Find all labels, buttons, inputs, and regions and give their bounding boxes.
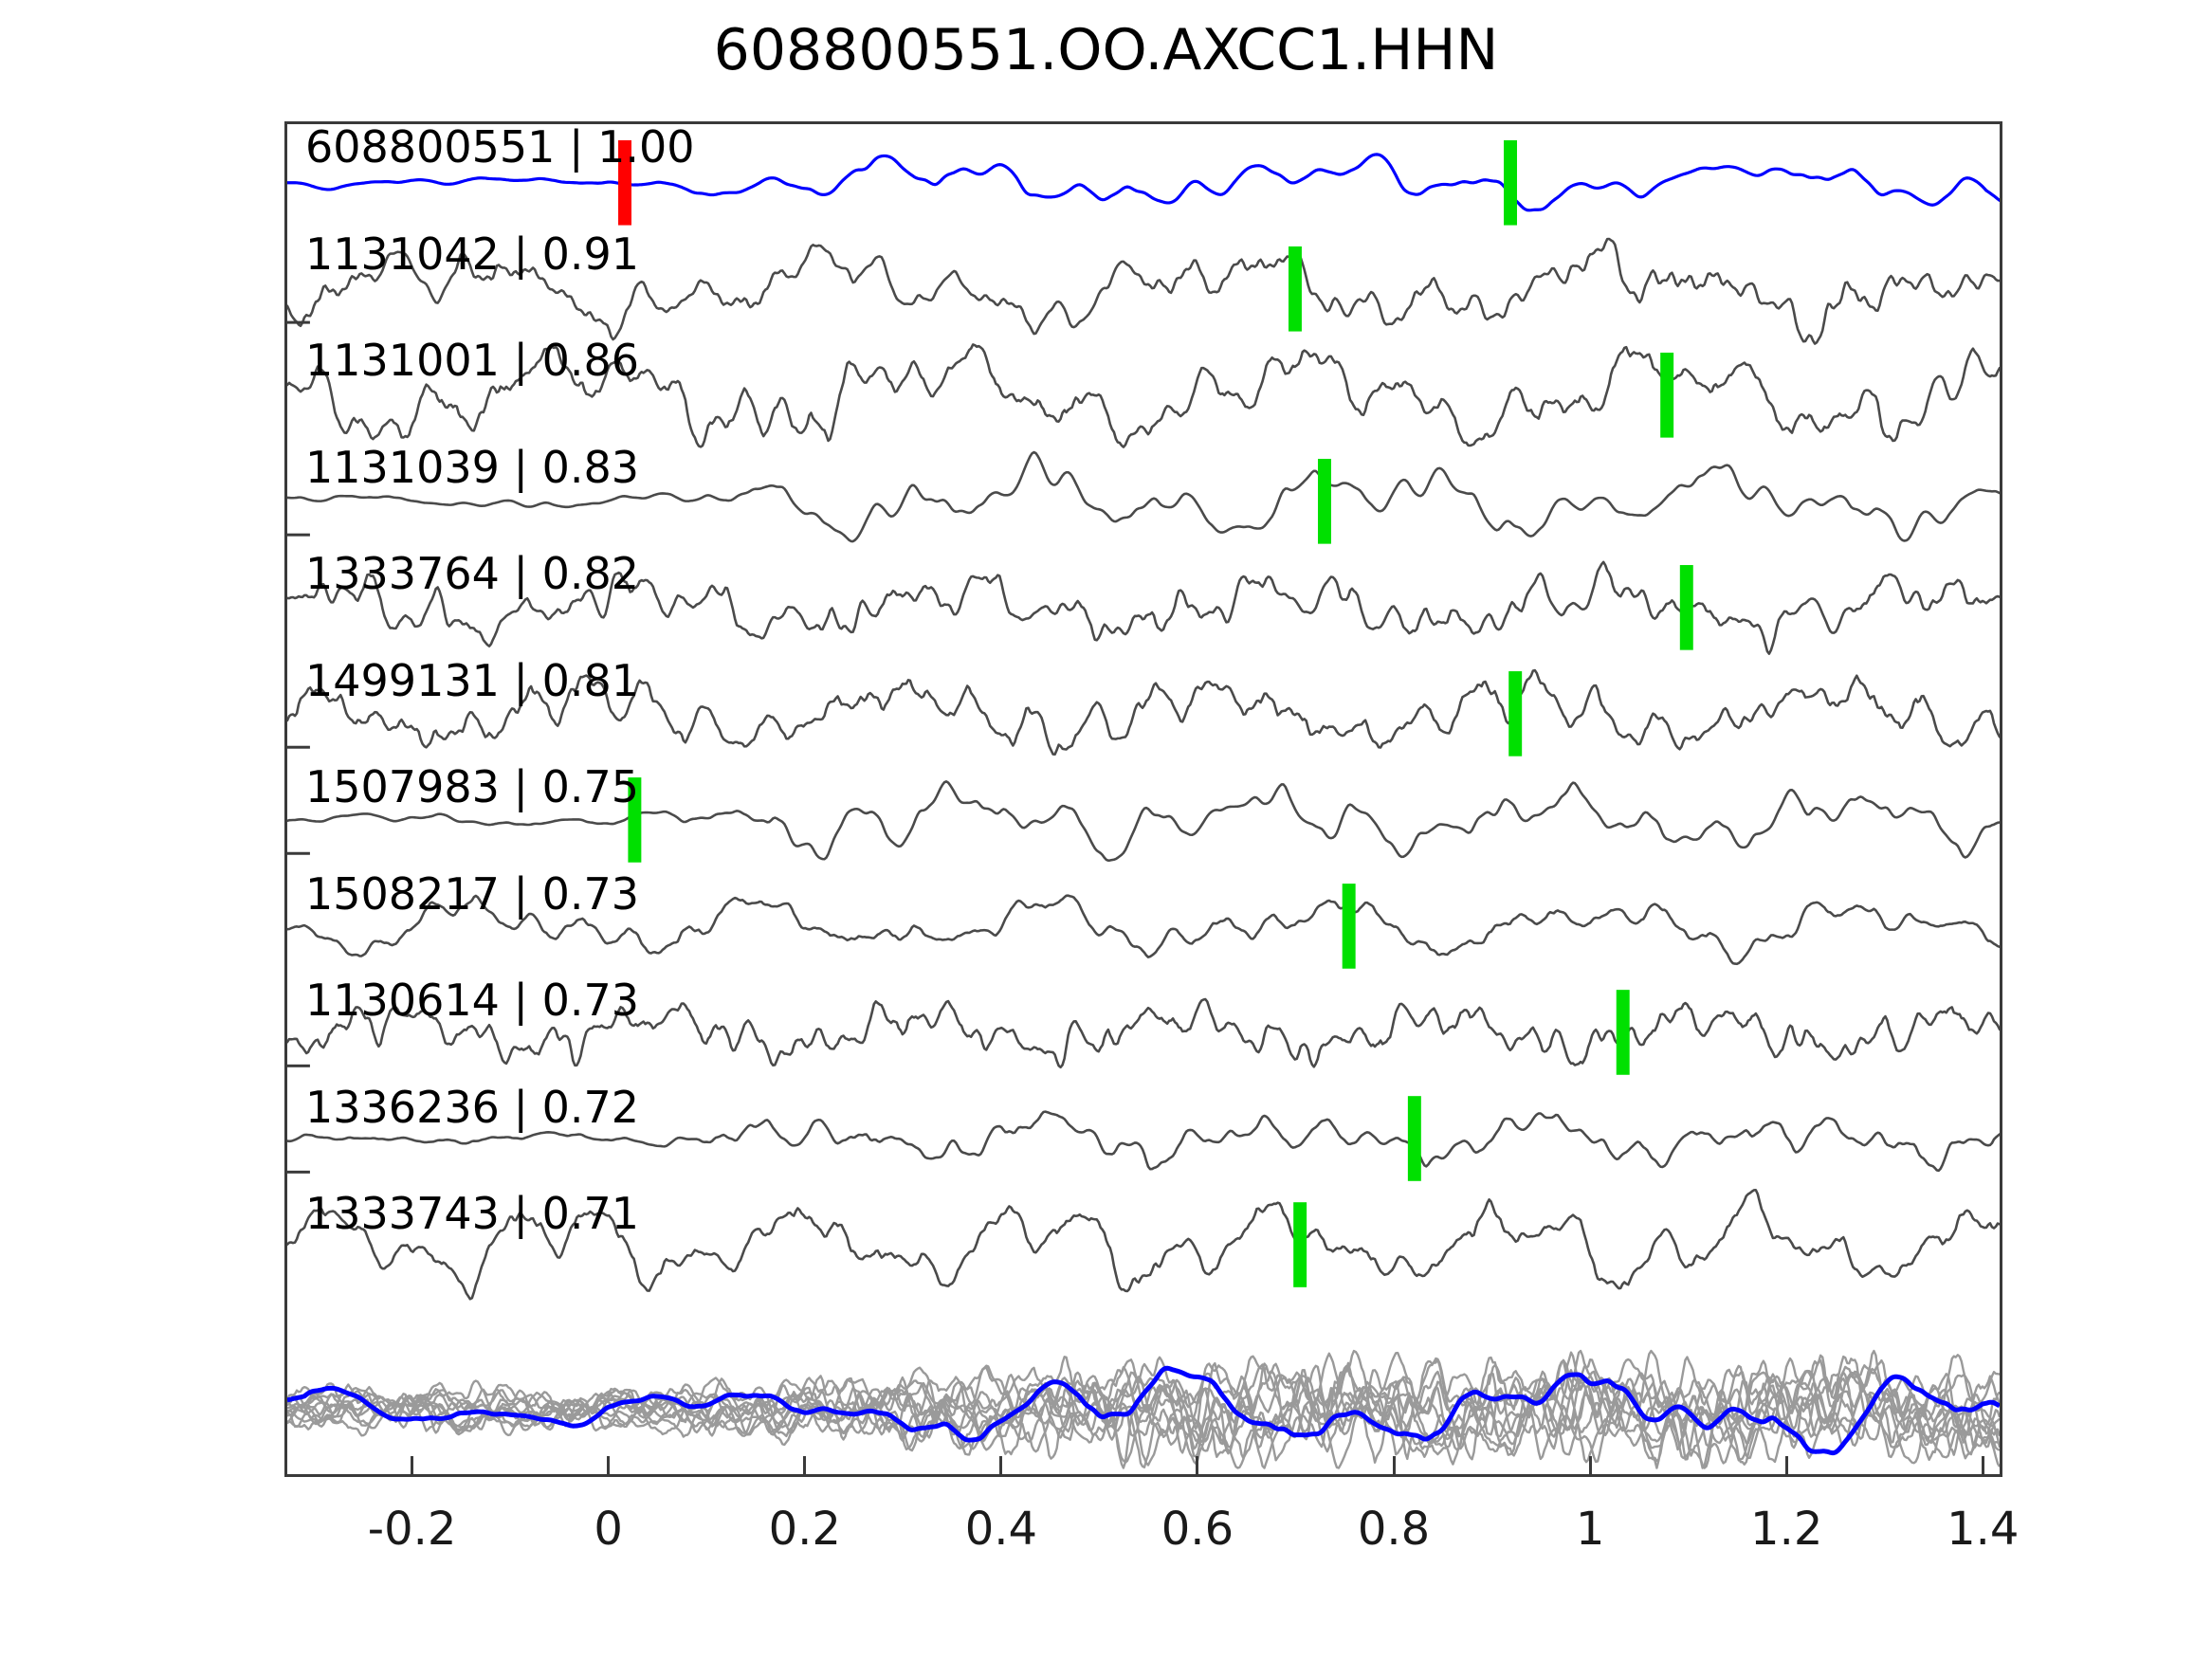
trace-1131039 [287,450,2000,543]
x-tick-mark [1784,1456,1788,1477]
y-tick-mark [287,1064,310,1067]
trace-label-1131042: 1131042 | 0.91 [305,228,640,280]
trace-1508217 [287,894,2000,966]
x-tick-mark [1196,1456,1199,1477]
x-tick-label: 0.2 [768,1503,841,1556]
x-tick-mark [999,1456,1003,1477]
x-tick-label: 1.2 [1750,1503,1823,1556]
pick-marker-1130614 [1616,990,1630,1075]
pick-marker-1333743 [1293,1202,1307,1287]
trace-label-1508217: 1508217 | 0.73 [305,867,640,920]
pick-marker-1499131 [1508,671,1523,757]
pick-marker-template-secondary [1504,139,1517,226]
trace-608800551 [287,153,2000,212]
x-tick-label: 0.4 [964,1503,1038,1556]
x-tick-label: 0 [594,1503,623,1556]
trace-label-608800551: 608800551 | 1.00 [305,121,695,173]
pick-marker-1507983 [628,777,642,863]
x-tick-mark [803,1456,807,1477]
trace-1130614 [287,997,2000,1069]
stack-overlay-panel [287,1349,2000,1469]
x-tick-label: 0.8 [1357,1503,1431,1556]
pick-marker-1131001 [1660,352,1674,438]
y-tick-mark [287,533,310,537]
trace-label-1131001: 1131001 | 0.86 [305,335,640,386]
plot-axes [284,121,2002,1477]
pick-marker-1336236 [1407,1096,1421,1181]
pick-marker-1131039 [1317,459,1331,544]
y-tick-mark [287,851,310,855]
pick-marker-608800551 [618,139,631,226]
trace-label-1336236: 1336236 | 0.72 [305,1081,640,1133]
y-tick-mark [287,320,310,324]
trace-1507983 [287,780,2000,863]
x-tick-label: -0.2 [367,1503,457,1556]
trace-label-1333743: 1333743 | 0.71 [305,1188,640,1239]
waveform-canvas [287,139,2000,1469]
trace-label-1333764: 1333764 | 0.82 [305,548,640,599]
x-tick-mark [607,1456,611,1477]
x-tick-mark [1588,1456,1592,1477]
trace-label-1499131: 1499131 | 0.81 [305,654,640,706]
pick-marker-1131042 [1288,246,1302,332]
x-tick-mark [1392,1456,1396,1477]
trace-1333764 [287,560,2000,655]
chart-title: 608800551.OO.AXCC1.HHN [713,17,1499,83]
trace-1333743 [287,1188,2000,1301]
y-tick-mark [287,745,310,749]
x-tick-label: 1 [1575,1503,1605,1556]
pick-marker-1508217 [1342,884,1356,969]
trace-1336236 [287,1110,2000,1173]
trace-1131001 [287,343,2000,448]
x-tick-mark [1981,1456,1984,1477]
trace-label-1131039: 1131039 | 0.83 [305,441,640,493]
x-tick-label: 1.4 [1947,1503,2020,1556]
trace-1131042 [287,237,2000,345]
x-tick-mark [411,1456,414,1477]
y-tick-mark [287,1170,310,1174]
stack-trace [287,1365,2000,1456]
trace-label-1130614: 1130614 | 0.73 [305,975,640,1026]
x-tick-label: 0.6 [1161,1503,1234,1556]
trace-label-1507983: 1507983 | 0.75 [305,761,640,812]
trace-1499131 [287,668,2000,756]
pick-marker-1333764 [1679,565,1693,650]
